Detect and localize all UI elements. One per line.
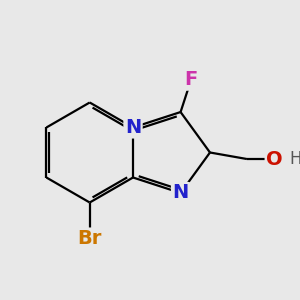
Text: N: N — [125, 118, 141, 137]
Text: N: N — [172, 184, 189, 202]
Text: H: H — [289, 150, 300, 168]
Text: O: O — [266, 149, 283, 169]
Text: F: F — [184, 70, 198, 89]
Text: Br: Br — [77, 229, 102, 248]
